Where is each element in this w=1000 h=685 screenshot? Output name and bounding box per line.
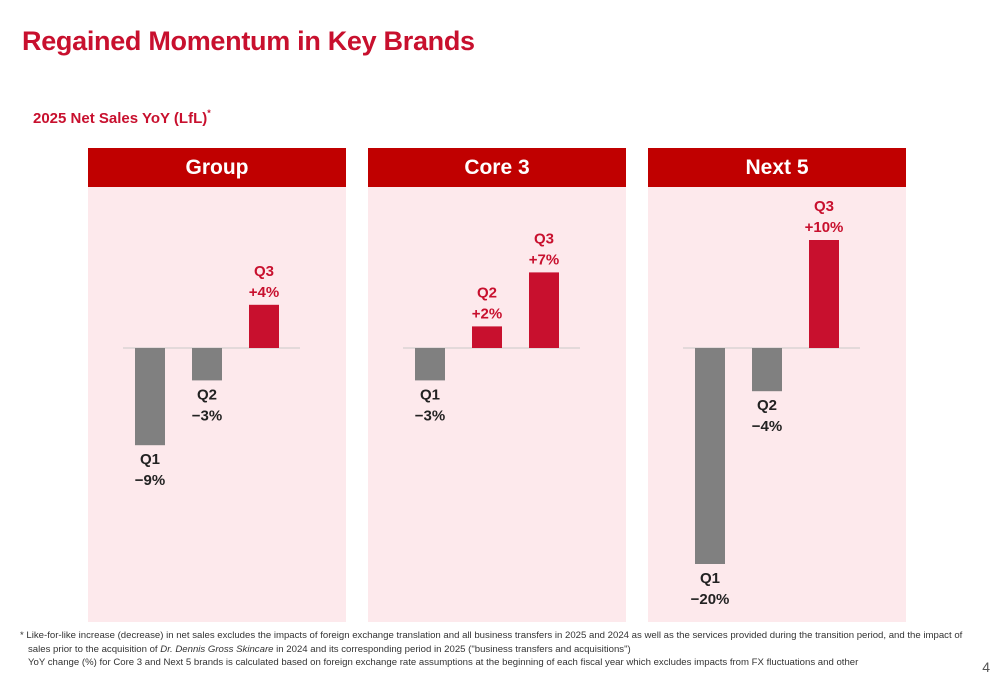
value-label-group-q1: −9% [135, 472, 165, 489]
bar-core-3-q2 [472, 326, 502, 348]
bar-next-5-q3 [809, 240, 839, 348]
page-title: Regained Momentum in Key Brands [22, 26, 475, 56]
bar-next-5-q2 [752, 348, 782, 392]
category-label-next-5-q1: Q1 [700, 570, 720, 587]
footnote-line-2: sales prior to the acquisition of Dr. De… [28, 643, 631, 655]
category-label-group-q2: Q2 [197, 386, 217, 403]
category-label-core-3-q2: Q2 [477, 284, 497, 301]
footnote-marker: * [207, 108, 211, 118]
bar-group-q2 [192, 348, 222, 381]
bar-chart-next-5: Q1 −20% Q2 −4% Q3 +10% [683, 198, 860, 608]
footnote-line-3: YoY change (%) for Core 3 and Next 5 bra… [28, 657, 859, 668]
bar-chart-core-3: Q1 −3% Q2 +2% Q3 +7% [403, 230, 580, 424]
panel-next-5: Next 5 Q1 −20% Q2 −4% Q3 +10% [648, 148, 906, 622]
value-label-core-3-q1: −3% [415, 407, 445, 424]
footnote: * Like-for-like increase (decrease) in n… [20, 629, 963, 670]
panel-core-3: Core 3 Q1 −3% Q2 +2% Q3 +7% [368, 148, 626, 622]
brand-name: Dr. Dennis Gross Skincare [160, 643, 274, 655]
chart-subtitle: 2025 Net Sales YoY (LfL)* [33, 108, 211, 127]
category-label-group-q1: Q1 [140, 451, 160, 468]
panel-header-core-3: Core 3 [368, 148, 626, 187]
bar-group-q1 [135, 348, 165, 446]
category-label-core-3-q1: Q1 [420, 386, 440, 403]
value-label-core-3-q2: +2% [472, 305, 502, 322]
value-label-next-5-q1: −20% [691, 591, 730, 608]
bar-core-3-q3 [529, 272, 559, 348]
value-label-next-5-q2: −4% [752, 418, 782, 435]
subtitle-text: 2025 Net Sales YoY (LfL) [33, 110, 208, 127]
value-label-group-q2: −3% [192, 407, 222, 424]
value-label-core-3-q3: +7% [529, 251, 559, 268]
footnote-line-1: * Like-for-like increase (decrease) in n… [20, 630, 963, 641]
value-label-group-q3: +4% [249, 284, 279, 301]
bar-core-3-q1 [415, 348, 445, 381]
bar-next-5-q1 [695, 348, 725, 564]
category-label-group-q3: Q3 [254, 263, 274, 280]
bar-group-q3 [249, 304, 279, 348]
category-label-next-5-q2: Q2 [757, 397, 777, 414]
panel-header-next-5: Next 5 [648, 148, 906, 187]
panel-header-group: Group [88, 148, 346, 187]
value-label-next-5-q3: +10% [805, 219, 844, 236]
category-label-core-3-q3: Q3 [534, 230, 554, 247]
category-label-next-5-q3: Q3 [814, 198, 834, 215]
page-number: 4 [982, 659, 990, 675]
bar-chart-group: Q1 −9% Q2 −3% Q3 +4% [123, 263, 300, 489]
panel-group: Group Q1 −9% Q2 −3% Q3 +4% [88, 148, 346, 622]
